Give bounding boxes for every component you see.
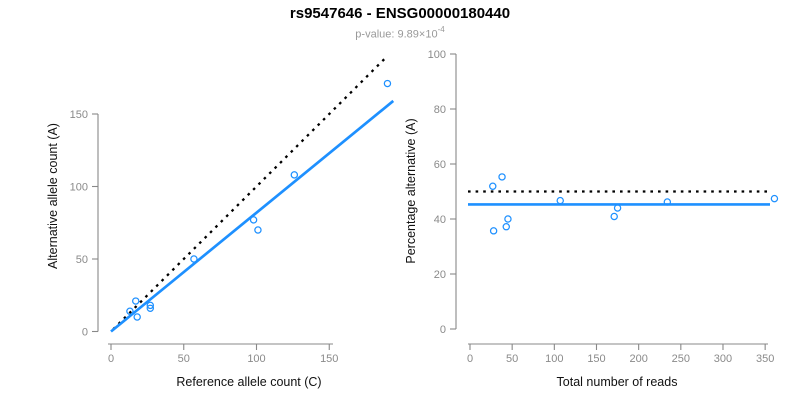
y-tick-label: 100 xyxy=(428,49,446,61)
y-axis-label: Percentage alternative (A) xyxy=(404,118,418,263)
data-point xyxy=(489,227,498,235)
data-point xyxy=(663,198,672,206)
data-point xyxy=(290,171,299,179)
data-point xyxy=(504,215,512,223)
data-point xyxy=(146,304,155,313)
x-tick-label: 300 xyxy=(714,353,732,365)
data-point xyxy=(556,196,564,205)
x-tick-label: 150 xyxy=(320,353,338,365)
x-tick-label: 100 xyxy=(247,353,265,365)
y-tick-label: 40 xyxy=(434,214,446,226)
y-tick-label: 60 xyxy=(434,159,446,171)
data-point xyxy=(610,212,618,221)
figure-title: rs9547646 - ENSG00000180440 xyxy=(289,5,511,22)
y-tick-label: 50 xyxy=(76,254,88,266)
y-tick-label: 100 xyxy=(70,181,88,193)
y-axis-label: Alternative allele count (A) xyxy=(46,123,60,269)
data-point xyxy=(190,255,198,263)
y-tick-label: 0 xyxy=(82,326,88,338)
x-tick-label: 50 xyxy=(178,353,190,365)
x-axis-label: Total number of reads xyxy=(557,375,678,389)
x-tick-label: 200 xyxy=(629,353,647,365)
y-tick-label: 150 xyxy=(70,109,88,121)
p-value-text: p-value: 9.89×10 xyxy=(355,28,438,41)
y-tick-label: 20 xyxy=(434,269,446,281)
x-tick-label: 0 xyxy=(108,353,114,365)
x-tick-label: 0 xyxy=(467,353,473,365)
y-tick-label: 0 xyxy=(440,324,446,336)
identity-line xyxy=(112,56,387,331)
figure-subtitle: p-value: 9.89×10-4 xyxy=(0,25,800,41)
p-value-exponent: -4 xyxy=(437,25,445,34)
data-point xyxy=(489,182,497,190)
data-point xyxy=(249,216,258,224)
x-axis-label: Reference allele count (C) xyxy=(176,375,321,389)
fit-line xyxy=(110,99,395,333)
x-tick-label: 250 xyxy=(672,353,690,365)
x-tick-label: 50 xyxy=(506,353,518,365)
x-tick-label: 100 xyxy=(545,353,563,365)
data-point xyxy=(254,226,262,234)
data-point xyxy=(498,173,506,181)
data-point xyxy=(126,307,134,315)
data-point xyxy=(383,79,392,88)
y-tick-label: 80 xyxy=(434,104,446,116)
data-point xyxy=(146,301,155,310)
x-tick-label: 350 xyxy=(756,353,774,365)
data-point xyxy=(132,297,140,305)
data-point xyxy=(502,222,510,231)
x-tick-label: 150 xyxy=(587,353,605,365)
data-point xyxy=(613,204,622,212)
data-point xyxy=(770,194,779,203)
data-point xyxy=(133,313,141,321)
